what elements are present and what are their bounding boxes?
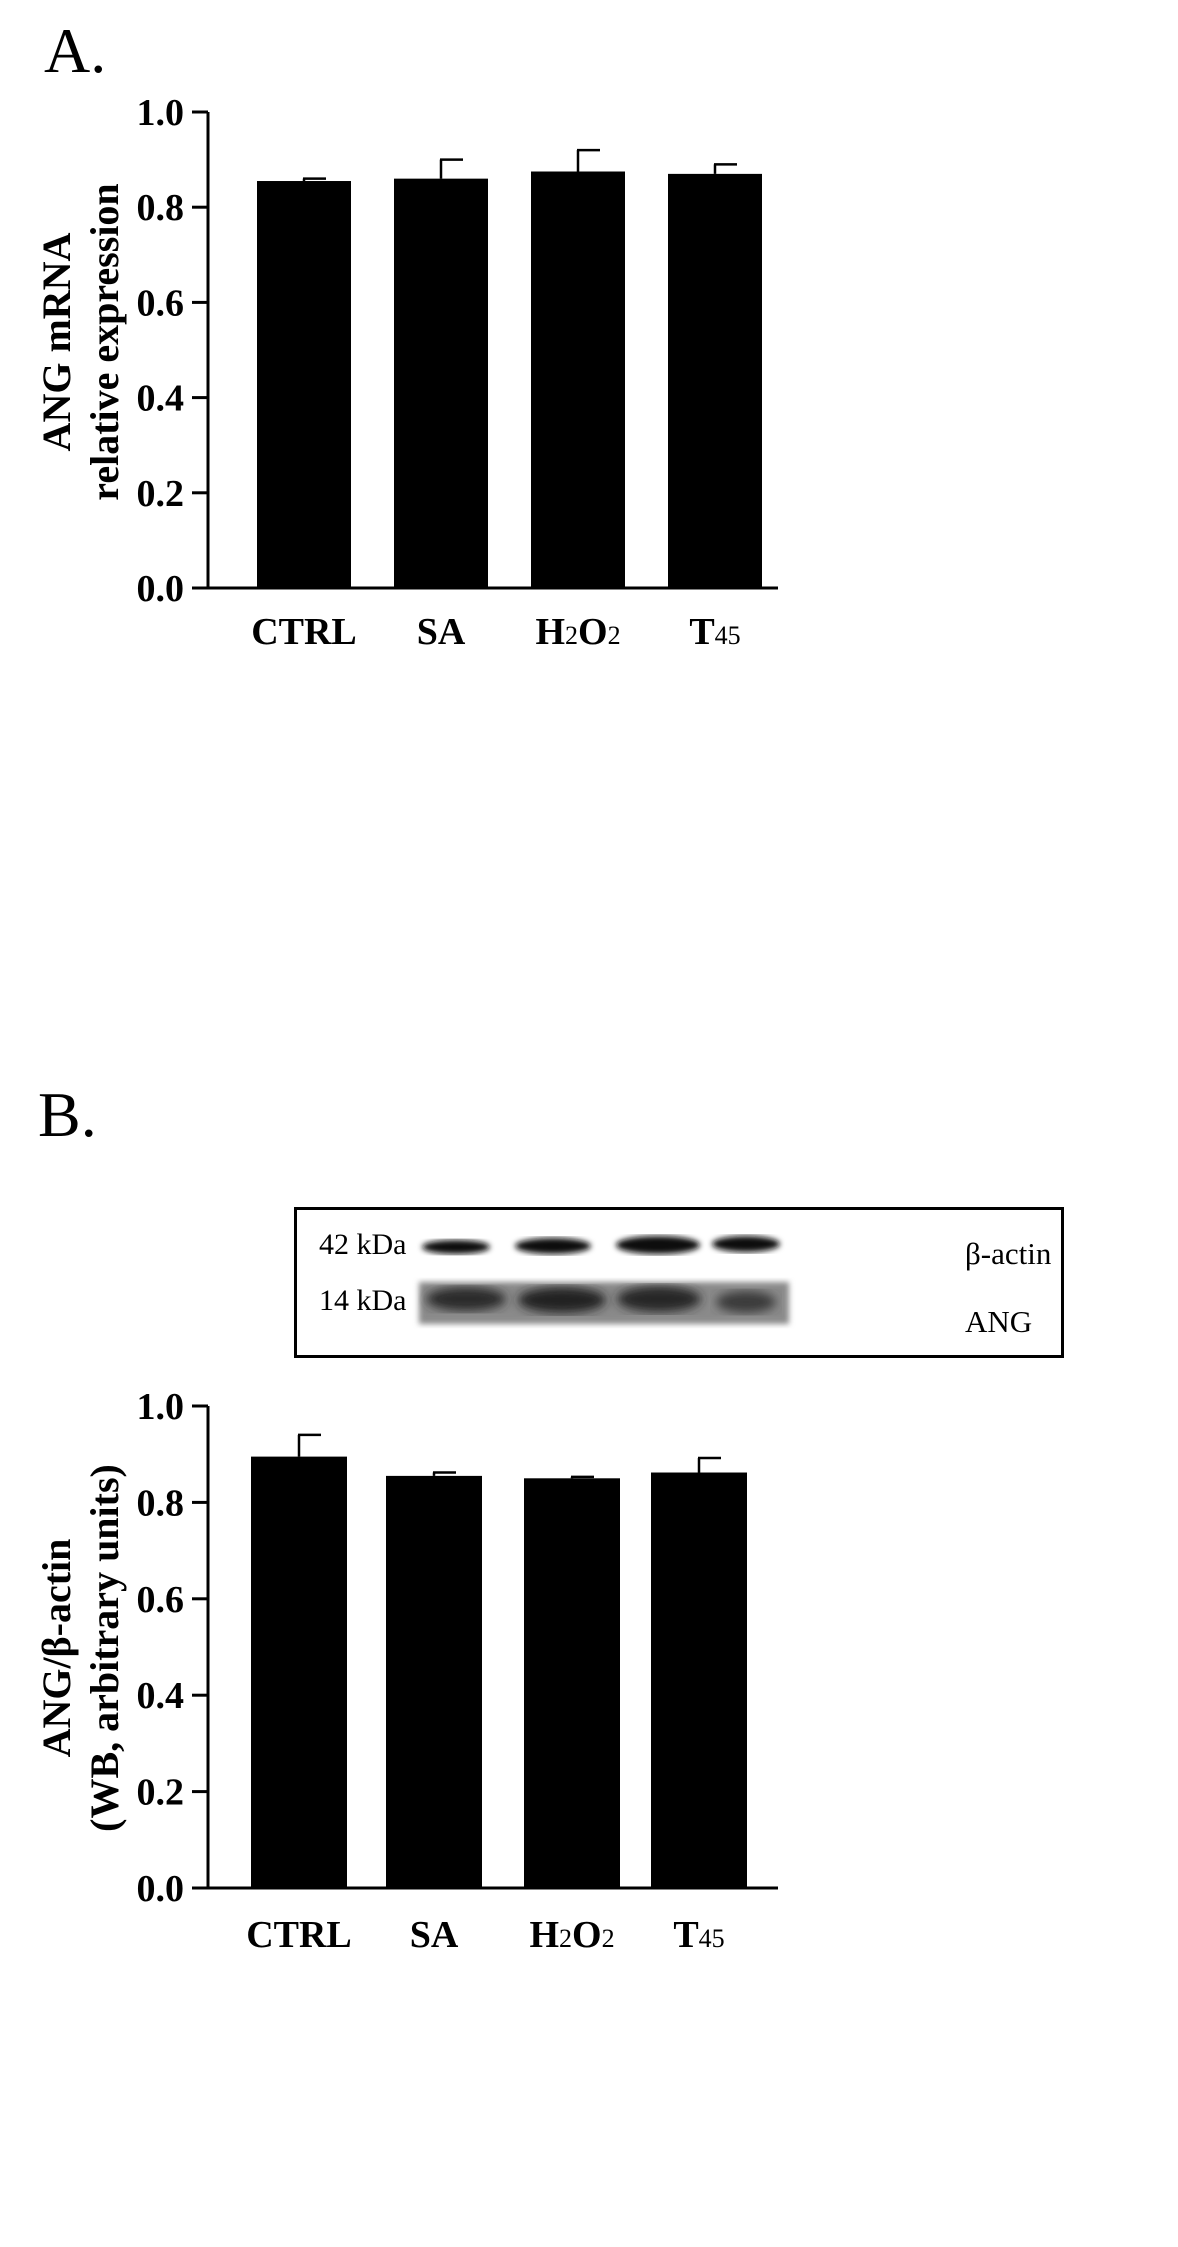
y-axis-label-line1: ANG/β-actin (34, 1539, 79, 1758)
bar (386, 1475, 482, 1888)
western-blot-inset: 42 kDa 14 kDa β-actin ANG (294, 1207, 1064, 1358)
y-tick-label: 0.8 (137, 187, 185, 229)
x-tick-label: H2O2 (529, 1914, 614, 1956)
actin-band (712, 1236, 780, 1252)
y-tick-label: 0.0 (137, 1868, 185, 1910)
y-tick-label: 0.4 (137, 1675, 185, 1717)
x-tick-label: CTRL (246, 1914, 352, 1956)
y-axis-label: ANG mRNA relative expression (34, 183, 127, 500)
ang-band (716, 1291, 776, 1313)
chart-a: 0.0 0.2 0.4 0.6 0.8 1.0 CTRL SA H2O2 T45 ANG mRNA r… (34, 92, 778, 653)
y-tick-label: 0.6 (137, 282, 185, 324)
y-tick-label: 0.4 (137, 378, 185, 420)
actin-band (616, 1236, 700, 1254)
ang-band (426, 1287, 506, 1311)
y-axis-label-line2: relative expression (82, 183, 127, 500)
bar (394, 178, 488, 588)
bar (531, 171, 625, 588)
y-tick-label: 1.0 (137, 1386, 185, 1428)
blot-kda-bottom: 14 kDa (319, 1284, 407, 1317)
x-tick-label: SA (417, 611, 466, 653)
x-tick-label: H2O2 (535, 611, 620, 653)
x-tick-label: T45 (689, 611, 740, 653)
bar (251, 1456, 347, 1888)
x-tick-label: T45 (673, 1914, 724, 1956)
y-tick-label: 0.6 (137, 1579, 185, 1621)
actin-band (515, 1238, 591, 1254)
y-axis-label-line1: ANG mRNA (34, 232, 79, 451)
y-axis-label-line2: (WB, arbitrary units) (82, 1464, 127, 1832)
x-tick-label: SA (410, 1914, 459, 1956)
y-tick-label: 1.0 (137, 92, 185, 134)
y-tick-label: 0.2 (137, 1772, 185, 1814)
blot-kda-top: 42 kDa (319, 1228, 407, 1261)
panel-a-label: A. (44, 15, 107, 86)
y-tick-label: 0.0 (137, 568, 185, 610)
actin-band (422, 1240, 490, 1254)
bar (668, 173, 762, 588)
blot-image (419, 1236, 789, 1324)
y-tick-label: 0.8 (137, 1482, 185, 1524)
ang-band (518, 1287, 606, 1313)
blot-name-bottom: ANG (965, 1304, 1033, 1339)
bar (524, 1478, 620, 1888)
panel-b-label: B. (38, 1079, 97, 1150)
bar (651, 1472, 747, 1888)
y-axis-label: ANG/β-actin (WB, arbitrary units) (34, 1464, 127, 1832)
y-tick-label: 0.2 (137, 473, 185, 515)
x-tick-label: CTRL (251, 611, 357, 653)
blot-name-top: β-actin (965, 1236, 1052, 1271)
bar (257, 181, 351, 588)
ang-band (617, 1286, 701, 1312)
